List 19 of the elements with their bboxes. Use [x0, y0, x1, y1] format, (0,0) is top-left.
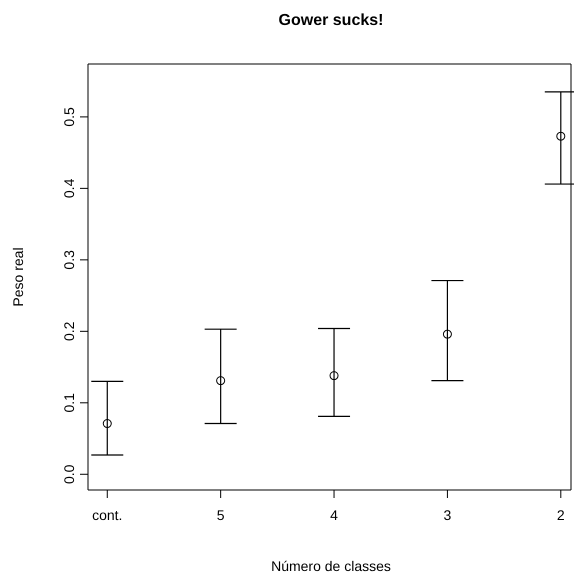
chart-title: Gower sucks!	[278, 12, 384, 30]
y-tick-label: 0.2	[61, 321, 77, 342]
point	[216, 376, 226, 386]
x-tick-label: 5	[216, 506, 225, 523]
point	[102, 419, 112, 428]
y-axis-title: Peso real	[10, 247, 26, 307]
point	[556, 132, 566, 141]
x-tick-label: 3	[444, 506, 452, 523]
x-tick-label: 2	[556, 506, 565, 523]
point	[442, 330, 452, 339]
y-tick-label: 0.4	[61, 178, 77, 198]
x-axis-title: Número de classes	[270, 558, 392, 574]
x-tick-label: cont.	[92, 506, 122, 523]
y-tick-label: 0.0	[61, 464, 77, 484]
point	[330, 371, 339, 380]
x-tick-label: 4	[330, 506, 338, 523]
y-tick-label: 0.5	[61, 106, 77, 127]
y-tick-label: 0.1	[61, 392, 77, 413]
y-tick-label: 0.3	[61, 250, 77, 270]
